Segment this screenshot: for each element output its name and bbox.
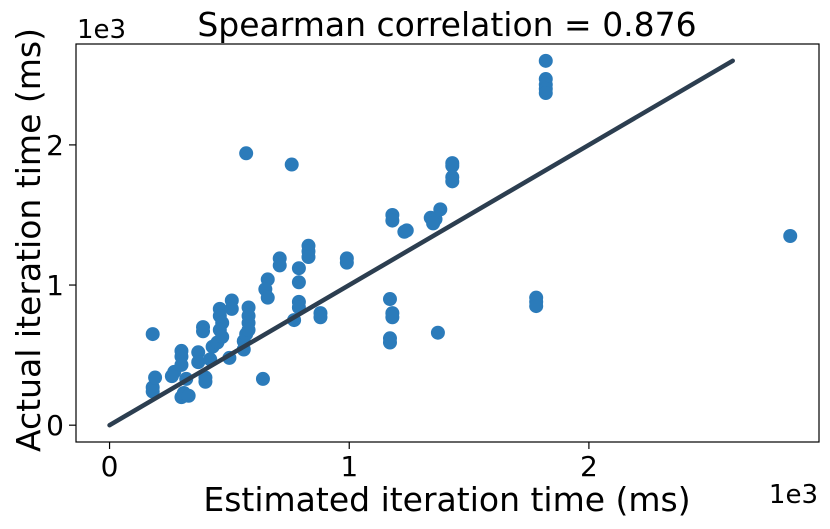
data-point: [397, 224, 412, 239]
x-tick-label: 1: [340, 450, 358, 483]
data-point: [148, 370, 163, 385]
data-point: [174, 357, 189, 372]
x-tick-label: 2: [580, 450, 598, 483]
data-point: [145, 327, 160, 342]
data-point: [291, 275, 306, 290]
data-point: [385, 310, 400, 325]
y-tick-label: 2: [46, 129, 64, 162]
trend-line-layer: [107, 58, 735, 428]
data-point: [241, 322, 256, 337]
data-point: [272, 258, 287, 273]
x-axis-label: Estimated iteration time (ms): [203, 480, 690, 519]
points-layer: [145, 53, 798, 405]
data-point: [529, 299, 544, 314]
data-point: [255, 371, 270, 386]
data-point: [385, 213, 400, 228]
data-point: [433, 202, 448, 217]
data-point: [145, 384, 160, 399]
data-point: [215, 329, 230, 344]
data-point: [382, 292, 397, 307]
data-point: [426, 216, 441, 231]
trend-line: [107, 58, 735, 428]
x-tick-label: 0: [101, 450, 119, 483]
data-point: [239, 146, 254, 161]
y-axis-multiplier: 1e3: [77, 15, 126, 45]
chart-title: Spearman correlation = 0.876: [197, 5, 696, 44]
x-axis-multiplier: 1e3: [769, 480, 818, 510]
data-point: [224, 301, 239, 316]
tick-layer: 0 1 2 0 1 2: [46, 129, 598, 483]
data-point: [538, 86, 553, 101]
data-point: [260, 290, 275, 305]
data-point: [301, 250, 316, 265]
data-point: [191, 345, 206, 360]
data-point: [445, 174, 460, 189]
data-point: [198, 374, 213, 389]
plot-frame: [75, 43, 820, 443]
data-point: [538, 53, 553, 68]
data-point: [313, 310, 328, 325]
data-point: [291, 261, 306, 276]
data-point: [382, 335, 397, 350]
data-point: [196, 324, 211, 339]
y-tick-label: 0: [46, 409, 64, 442]
data-point: [339, 255, 354, 270]
y-axis-label: Actual iteration time (ms): [9, 28, 48, 452]
data-point: [284, 157, 299, 172]
data-point: [164, 369, 179, 384]
data-point: [430, 325, 445, 340]
y-tick-label: 1: [46, 269, 64, 302]
data-point: [445, 158, 460, 173]
data-point: [181, 388, 196, 403]
data-point: [783, 228, 798, 243]
data-point: [191, 355, 206, 370]
